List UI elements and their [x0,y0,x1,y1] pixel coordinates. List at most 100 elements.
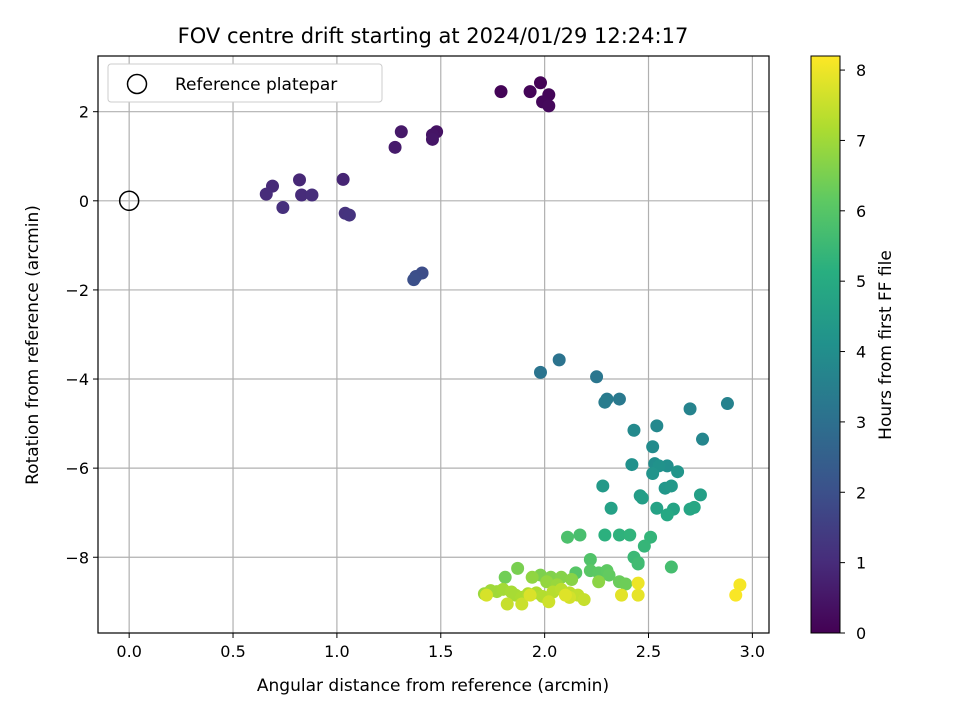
colorbar-tick-label: 3 [856,413,866,432]
colorbar: 0 1 2 3 4 5 6 7 8 Hours from first FF file [810,55,896,643]
data-point [596,479,610,493]
colorbar-tick-label: 4 [856,343,866,362]
data-point [388,140,402,154]
y-tick-label: −8 [65,548,89,567]
y-tick-label: 0 [79,192,89,211]
data-point [612,392,626,406]
plot-frame [97,55,770,634]
reference-platepar-marker [118,190,140,212]
data-point [693,488,707,502]
data-point [295,188,309,202]
data-point [276,200,290,214]
data-point [336,172,350,186]
data-point [293,173,307,187]
data-point [664,479,678,493]
data-point [602,568,616,582]
data-point [646,440,660,454]
data-point [498,570,512,584]
data-point [598,395,612,409]
grid-lines [98,56,769,633]
y-tick-label: −4 [65,370,89,389]
x-axis-label: Angular distance from reference (arcmin) [257,676,609,696]
legend-marker [126,73,148,95]
legend-box [107,63,383,103]
x-axis-ticks: 0.0 0.5 1.0 1.5 2.0 2.5 3.0 [116,633,765,661]
y-axis-ticks: 2 0 −2 −4 −6 −8 [65,103,98,567]
colorbar-tick-label: 1 [856,554,866,573]
data-point [635,491,649,505]
data-point [650,419,664,433]
data-point [664,560,678,574]
data-point [542,595,556,609]
data-point [646,466,660,480]
data-point [523,85,537,99]
data-point [515,597,529,611]
colorbar-tick-label: 2 [856,483,866,502]
data-point [540,575,554,589]
data-point [720,397,734,411]
data-point [577,593,591,607]
data-point [696,432,710,446]
data-point [631,576,645,590]
data-point [558,588,572,602]
data-point [573,528,587,542]
data-point [525,570,539,584]
y-tick-label: 2 [79,103,89,122]
y-tick-label: −6 [65,459,89,478]
data-point [637,539,651,553]
colorbar-tick-label: 0 [856,624,866,643]
data-point [565,573,579,587]
colorbar-tick-label: 7 [856,131,866,150]
data-point [671,465,685,479]
data-point [619,577,633,591]
data-point [687,500,701,514]
colorbar-label: Hours from first FF file [876,250,896,440]
x-tick-label: 3.0 [740,642,765,661]
data-point [604,501,618,515]
reference-marker-group [118,190,140,212]
x-tick-label: 2.0 [532,642,557,661]
data-point [560,530,574,544]
data-point [598,528,612,542]
x-tick-label: 0.5 [220,642,245,661]
legend: Reference platepar [107,63,383,103]
colorbar-tick-label: 5 [856,272,866,291]
data-point [592,575,606,589]
data-point [394,125,408,139]
data-point [660,508,674,522]
x-tick-label: 0.0 [116,642,141,661]
data-point [533,365,547,379]
data-point [631,557,645,571]
data-point [729,588,743,602]
data-point [305,188,319,202]
data-point [650,501,664,515]
data-point [583,552,597,566]
data-point [425,132,439,146]
data-point [511,561,525,575]
data-point [523,588,537,602]
x-tick-label: 1.0 [324,642,349,661]
data-point [612,528,626,542]
x-tick-label: 1.5 [428,642,453,661]
data-point [500,597,514,611]
data-point [615,588,629,602]
data-point [342,208,356,222]
chart-title: FOV centre drift starting at 2024/01/29 … [178,24,689,48]
data-point [590,370,604,384]
data-point [533,76,547,90]
legend-entry-label: Reference platepar [175,75,337,95]
data-point [259,187,273,201]
colorbar-tick-label: 6 [856,202,866,221]
data-point [542,99,556,113]
data-point [552,353,566,367]
data-point [479,588,493,602]
scatter-points [259,76,747,611]
data-point [631,588,645,602]
data-point [733,578,747,592]
colorbar-ticks: 0 1 2 3 4 5 6 7 8 [840,61,866,643]
colorbar-gradient [810,55,841,634]
colorbar-tick-label: 8 [856,61,866,80]
y-tick-label: −2 [65,281,89,300]
y-axis-label: Rotation from reference (arcmin) [23,205,43,485]
